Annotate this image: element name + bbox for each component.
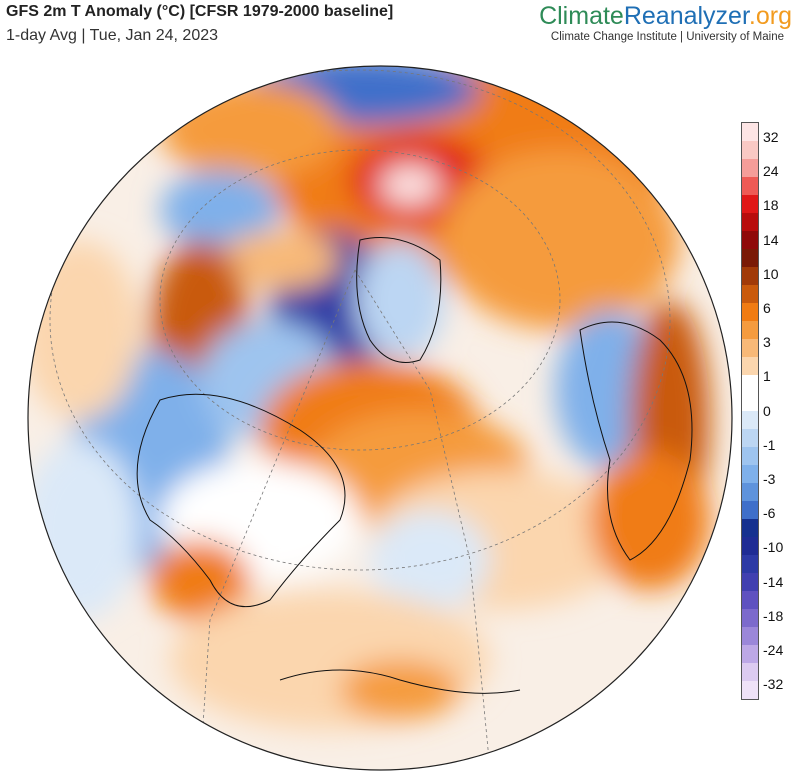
- colorbar-swatch: [742, 555, 758, 573]
- colorbar: [741, 122, 759, 700]
- colorbar-label: 1: [763, 368, 771, 385]
- logo-part-org: .org: [748, 2, 792, 30]
- globe-outline: [27, 65, 733, 771]
- colorbar-swatch: [742, 429, 758, 447]
- colorbar-swatch: [742, 321, 758, 339]
- colorbar-label: -24: [763, 642, 784, 658]
- colorbar-swatch: [742, 393, 758, 411]
- coastlines: [136, 237, 693, 694]
- colorbar-swatch: [742, 357, 758, 375]
- colorbar-swatch: [742, 447, 758, 465]
- colorbar-label: 0: [763, 402, 771, 419]
- colorbar-swatch: [742, 249, 758, 267]
- colorbar-swatch: [742, 609, 758, 627]
- colorbar-swatch: [742, 195, 758, 213]
- colorbar-swatch: [742, 177, 758, 195]
- colorbar-swatch: [742, 123, 758, 141]
- colorbar-swatch: [742, 231, 758, 249]
- graticule: [49, 69, 671, 770]
- colorbar-swatch: [742, 519, 758, 537]
- colorbar-swatch: [742, 267, 758, 285]
- colorbar-swatch: [742, 573, 758, 591]
- colorbar-swatch: [742, 663, 758, 681]
- site-logo[interactable]: ClimateReanalyzer.org: [539, 2, 792, 31]
- colorbar-label: 14: [763, 231, 779, 248]
- colorbar-swatch: [742, 141, 758, 159]
- colorbar-label: 18: [763, 197, 779, 214]
- colorbar-swatch: [742, 465, 758, 483]
- logo-part-reanalyzer: Reanalyzer: [623, 2, 749, 30]
- colorbar-label: 32: [763, 129, 779, 145]
- colorbar-swatch: [742, 213, 758, 231]
- colorbar-swatch: [742, 411, 758, 429]
- colorbar-label: 3: [763, 334, 771, 351]
- colorbar-swatch: [742, 591, 758, 609]
- colorbar-label: -14: [763, 573, 784, 590]
- colorbar-label: 24: [763, 163, 779, 180]
- colorbar-swatch: [742, 339, 758, 357]
- colorbar-label: -6: [763, 505, 776, 522]
- colorbar-swatch: [742, 501, 758, 519]
- colorbar-label: -18: [763, 607, 784, 624]
- logo-subtext: Climate Change Institute | University of…: [550, 31, 784, 43]
- colorbar-swatch: [742, 303, 758, 321]
- colorbar-swatch: [742, 627, 758, 645]
- colorbar-swatch: [742, 645, 758, 663]
- colorbar-label: 10: [763, 265, 779, 282]
- colorbar-swatch: [742, 483, 758, 501]
- map-title: GFS 2m T Anomaly (°C) [CFSR 1979-2000 ba…: [6, 3, 394, 20]
- colorbar-label: -32: [763, 676, 784, 693]
- colorbar-label: 6: [763, 300, 771, 316]
- map-subtitle: 1-day Avg | Tue, Jan 24, 2023: [6, 27, 219, 44]
- logo-part-climate: Climate: [539, 2, 624, 30]
- colorbar-label: -10: [763, 539, 784, 556]
- colorbar-label: -3: [763, 471, 776, 487]
- colorbar-swatch: [742, 537, 758, 555]
- colorbar-swatch: [742, 681, 758, 699]
- colorbar-swatch: [742, 159, 758, 177]
- colorbar-swatch: [742, 285, 758, 303]
- colorbar-label: -1: [763, 436, 776, 453]
- colorbar-swatch: [742, 375, 758, 393]
